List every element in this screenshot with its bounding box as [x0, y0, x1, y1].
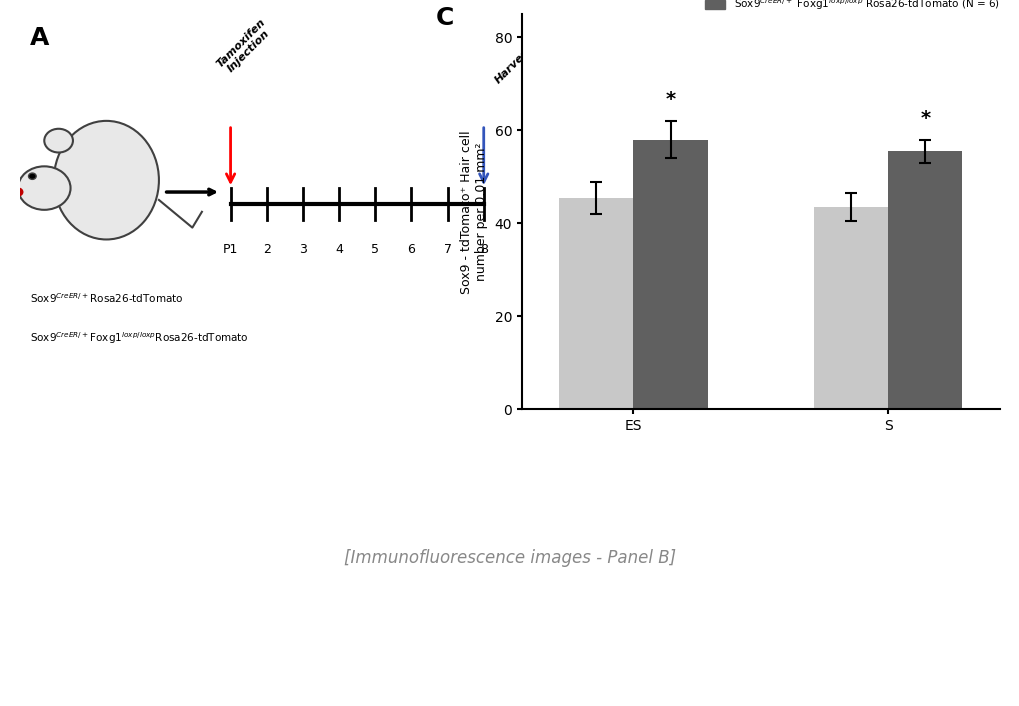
Text: 7: 7 — [443, 244, 451, 256]
Circle shape — [44, 128, 73, 152]
Circle shape — [18, 167, 70, 210]
Legend: Sox9$^{CreER/+}$ Rosa26-tdTomato (N = 6), Sox9$^{CreER/+}$ Foxg1$^{loxp/loxp}$ R: Sox9$^{CreER/+}$ Rosa26-tdTomato (N = 6)… — [700, 0, 1003, 16]
Text: B: B — [31, 429, 49, 453]
Text: 5: 5 — [371, 244, 379, 256]
Y-axis label: Sox9 - tdTomato⁺ Hair cell
number per 0.01 mm²: Sox9 - tdTomato⁺ Hair cell number per 0.… — [460, 130, 487, 294]
Bar — [888, 151, 962, 409]
Text: Sox9$^{CreER/+}$Rosa26-tdTomato: Sox9$^{CreER/+}$Rosa26-tdTomato — [30, 291, 183, 305]
Text: Sox9$^{CreER/+}$Foxg1$^{loxp/loxp}$Rosa26-tdTomato: Sox9$^{CreER/+}$Foxg1$^{loxp/loxp}$Rosa2… — [30, 330, 249, 346]
Text: C: C — [435, 6, 453, 30]
Text: 4: 4 — [335, 244, 342, 256]
Text: P1: P1 — [223, 244, 238, 256]
Text: 3: 3 — [299, 244, 307, 256]
Bar — [813, 207, 888, 409]
Text: [Immunofluorescence images - Panel B]: [Immunofluorescence images - Panel B] — [343, 549, 676, 567]
Ellipse shape — [54, 121, 159, 239]
Circle shape — [13, 188, 22, 196]
Bar — [633, 140, 707, 409]
Text: 6: 6 — [407, 244, 415, 256]
Circle shape — [29, 173, 36, 179]
Text: Sox9$^{CreER/+}$ Rosa26-tdTomato: Sox9$^{CreER/+}$ Rosa26-tdTomato — [161, 429, 388, 448]
Text: Sox9$^{CreER/+}$ Foxg1$^{loxp/loxp}$ Rosa26-tdTomato: Sox9$^{CreER/+}$ Foxg1$^{loxp/loxp}$ Ros… — [601, 429, 926, 450]
Text: Myo7a/tdTomato: Myo7a/tdTomato — [18, 499, 32, 616]
Text: 2: 2 — [263, 244, 270, 256]
Bar — [558, 198, 633, 409]
Text: *: * — [919, 109, 929, 128]
Text: A: A — [30, 26, 49, 50]
Text: *: * — [664, 90, 675, 109]
Text: 8: 8 — [479, 244, 487, 256]
Text: Tamoxifen
Injection: Tamoxifen Injection — [214, 17, 275, 78]
Text: Harvest: Harvest — [493, 44, 535, 85]
